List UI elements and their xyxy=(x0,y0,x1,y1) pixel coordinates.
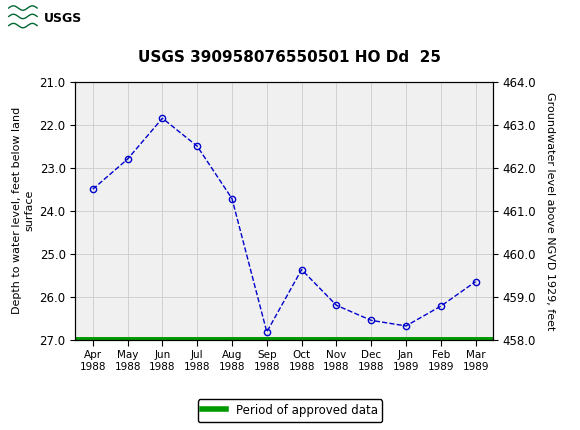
Y-axis label: Depth to water level, feet below land
surface: Depth to water level, feet below land su… xyxy=(12,107,34,314)
Text: USGS: USGS xyxy=(44,12,82,25)
Text: USGS 390958076550501 HO Dd  25: USGS 390958076550501 HO Dd 25 xyxy=(139,49,441,64)
FancyBboxPatch shape xyxy=(6,3,75,34)
Y-axis label: Groundwater level above NGVD 1929, feet: Groundwater level above NGVD 1929, feet xyxy=(545,92,554,330)
Legend: Period of approved data: Period of approved data xyxy=(198,399,382,422)
